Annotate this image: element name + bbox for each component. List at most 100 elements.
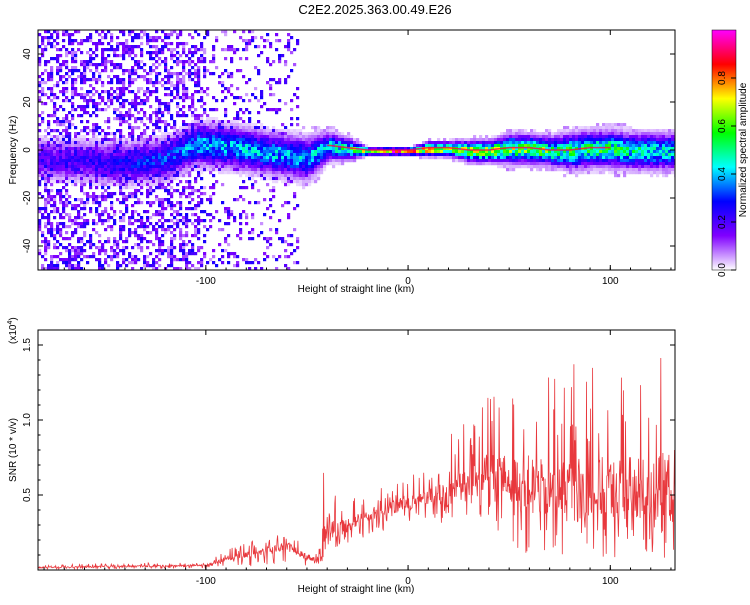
heatmap-cell: [134, 144, 137, 147]
heatmap-cell: [119, 123, 122, 126]
heatmap-cell: [59, 138, 62, 141]
heatmap-cell: [494, 153, 497, 156]
heatmap-cell: [128, 261, 131, 264]
heatmap-cell: [293, 144, 296, 147]
heatmap-cell: [116, 138, 119, 141]
heatmap-cell: [248, 132, 251, 135]
heatmap-cell: [626, 138, 629, 141]
heatmap-cell: [413, 153, 416, 156]
heatmap-cell: [53, 39, 56, 42]
heatmap-cell: [290, 138, 293, 141]
heatmap-cell: [122, 138, 125, 141]
heatmap-cell: [50, 204, 53, 207]
heatmap-cell: [176, 162, 179, 165]
heatmap-cell: [245, 258, 248, 261]
heatmap-cell: [506, 162, 509, 165]
heatmap-cell: [539, 168, 542, 171]
heatmap-cell: [164, 159, 167, 162]
heatmap-cell: [143, 153, 146, 156]
heatmap-cell: [647, 132, 650, 135]
heatmap-cell: [248, 144, 251, 147]
heatmap-cell: [278, 177, 281, 180]
heatmap-cell: [146, 99, 149, 102]
heatmap-cell: [266, 39, 269, 42]
heatmap-cell: [119, 90, 122, 93]
heatmap-cell: [92, 243, 95, 246]
heatmap-cell: [80, 165, 83, 168]
heatmap-cell: [137, 147, 140, 150]
heatmap-cell: [287, 153, 290, 156]
heatmap-cell: [275, 177, 278, 180]
heatmap-cell: [131, 126, 134, 129]
heatmap-cell: [173, 222, 176, 225]
heatmap-cell: [623, 153, 626, 156]
heatmap-cell: [584, 171, 587, 174]
heatmap-cell: [293, 261, 296, 264]
heatmap-cell: [122, 201, 125, 204]
heatmap-cell: [170, 90, 173, 93]
heatmap-cell: [278, 165, 281, 168]
heatmap-cell: [188, 171, 191, 174]
heatmap-cell: [131, 195, 134, 198]
heatmap-cell: [116, 159, 119, 162]
heatmap-cell: [269, 42, 272, 45]
heatmap-cell: [77, 69, 80, 72]
heatmap-cell: [104, 240, 107, 243]
heatmap-cell: [47, 75, 50, 78]
heatmap-cell: [635, 150, 638, 153]
heatmap-cell: [203, 219, 206, 222]
heatmap-cell: [122, 186, 125, 189]
heatmap-cell: [137, 102, 140, 105]
heatmap-cell: [245, 135, 248, 138]
heatmap-cell: [341, 153, 344, 156]
heatmap-cell: [44, 252, 47, 255]
heatmap-cell: [293, 249, 296, 252]
heatmap-cell: [44, 249, 47, 252]
heatmap-cell: [218, 243, 221, 246]
heatmap-cell: [50, 231, 53, 234]
heatmap-cell: [197, 48, 200, 51]
heatmap-cell: [323, 153, 326, 156]
heatmap-cell: [128, 174, 131, 177]
heatmap-cell: [311, 180, 314, 183]
heatmap-cell: [509, 144, 512, 147]
heatmap-cell: [542, 138, 545, 141]
heatmap-cell: [134, 165, 137, 168]
heatmap-cell: [656, 168, 659, 171]
heatmap-cell: [560, 159, 563, 162]
heatmap-cell: [224, 222, 227, 225]
heatmap-cell: [188, 174, 191, 177]
heatmap-cell: [335, 156, 338, 159]
heatmap-cell: [452, 138, 455, 141]
heatmap-cell: [53, 105, 56, 108]
heatmap-cell: [227, 123, 230, 126]
heatmap-cell: [575, 141, 578, 144]
heatmap-cell: [158, 111, 161, 114]
heatmap-cell: [233, 102, 236, 105]
heatmap-cell: [632, 159, 635, 162]
heatmap-cell: [110, 81, 113, 84]
heatmap-cell: [218, 165, 221, 168]
heatmap-cell: [116, 180, 119, 183]
heatmap-cell: [257, 129, 260, 132]
heatmap-cell: [143, 69, 146, 72]
heatmap-cell: [224, 237, 227, 240]
heatmap-cell: [650, 129, 653, 132]
heatmap-cell: [635, 153, 638, 156]
heatmap-cell: [206, 168, 209, 171]
heatmap-cell: [173, 237, 176, 240]
heatmap-cell: [155, 156, 158, 159]
heatmap-cell: [149, 114, 152, 117]
heatmap-cell: [665, 138, 668, 141]
heatmap-cell: [143, 258, 146, 261]
heatmap-cell: [248, 168, 251, 171]
heatmap-cell: [170, 84, 173, 87]
heatmap-cell: [59, 147, 62, 150]
heatmap-cell: [236, 120, 239, 123]
heatmap-cell: [518, 141, 521, 144]
heatmap-cell: [227, 75, 230, 78]
heatmap-cell: [269, 198, 272, 201]
heatmap-cell: [56, 147, 59, 150]
heatmap-cell: [233, 132, 236, 135]
heatmap-cell: [170, 231, 173, 234]
